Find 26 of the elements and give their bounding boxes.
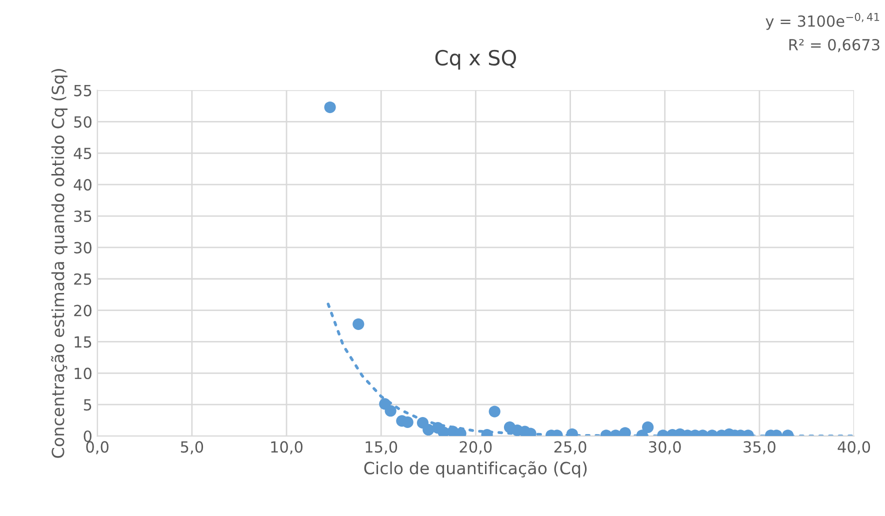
y-tick-label: 30 — [74, 242, 92, 254]
y-tick-label: 10 — [74, 368, 92, 380]
text: y = 3100e$^{−0,41}$ — [766, 12, 880, 30]
x-axis-title: Ciclo de quantificação (Cq) — [364, 461, 587, 478]
y-tick-label: 20 — [74, 304, 92, 316]
x-tick-label: 25,0 — [554, 441, 586, 454]
x-tick-label: 35,0 — [744, 441, 776, 454]
y-tick-label: 55 — [74, 84, 92, 96]
y-axis-title: Concentração estimada quando obtido Cq (Sq) — [51, 69, 68, 458]
x-tick-label: 40,0 — [838, 441, 870, 454]
y-tick-label: 50 — [74, 116, 92, 128]
y-tick-label: 0 — [84, 430, 92, 442]
y-tick-label: 45 — [74, 148, 92, 160]
y-tick-label: 35 — [74, 210, 92, 222]
y-tick-label: 5 — [84, 399, 92, 411]
x-tick-label: 0,0 — [86, 441, 108, 454]
y-tick-label: 40 — [74, 179, 92, 191]
x-tick-label: 15,0 — [366, 441, 398, 454]
y-tick-label: 15 — [74, 336, 92, 348]
text: R² = 0,6673 — [789, 38, 880, 52]
x-tick-label: 5,0 — [180, 441, 204, 454]
chart-title: Cq x SQ — [435, 50, 516, 70]
y-tick-label: 25 — [74, 273, 92, 285]
x-tick-label: 10,0 — [271, 441, 303, 454]
x-tick-label: 20,0 — [460, 441, 492, 454]
x-tick-label: 30,0 — [649, 441, 681, 454]
